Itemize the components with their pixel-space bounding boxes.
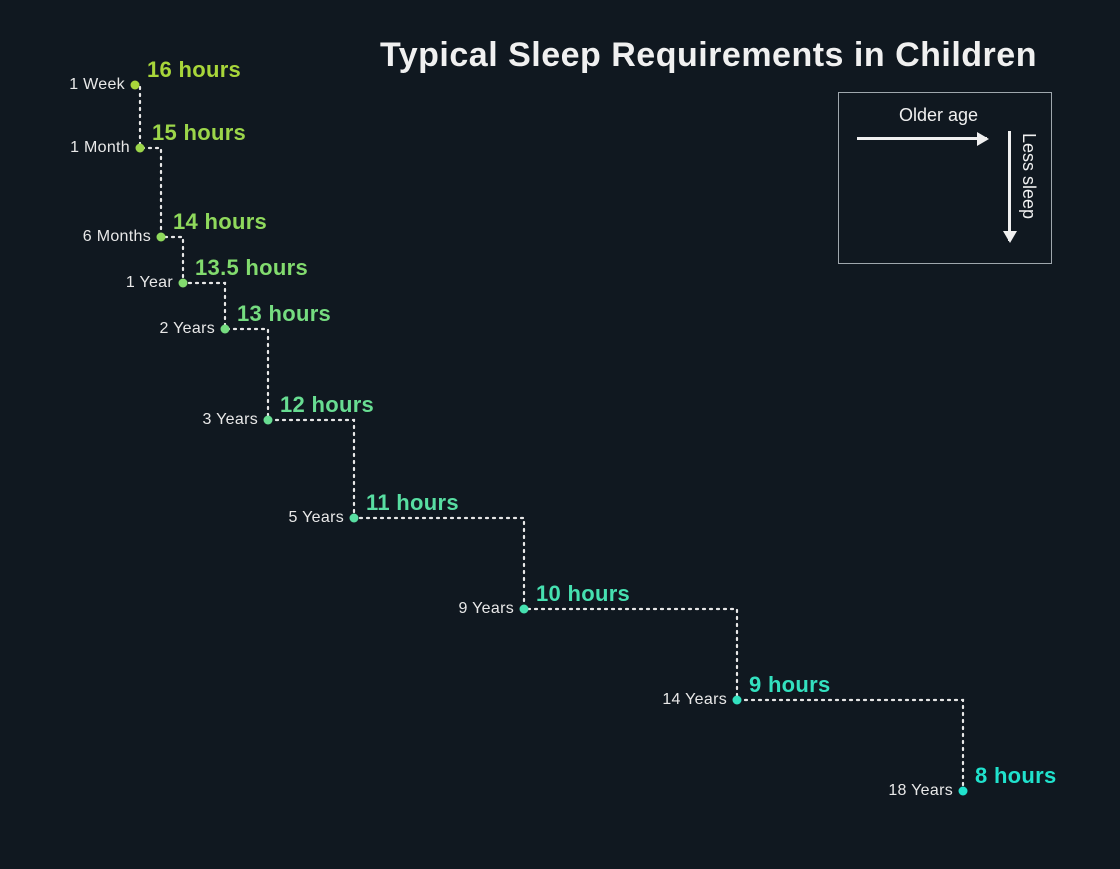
age-label: 2 Years (160, 320, 225, 338)
hours-label: 15 hours (152, 120, 246, 146)
hours-label: 13 hours (237, 301, 331, 327)
hours-label: 10 hours (536, 581, 630, 607)
hours-label: 9 hours (749, 672, 831, 698)
age-label: 1 Year (126, 274, 183, 292)
legend-older-age-label: Older age (899, 105, 978, 126)
hours-label: 12 hours (280, 392, 374, 418)
arrow-down-icon (1008, 131, 1011, 241)
age-label: 18 Years (888, 782, 963, 800)
hours-label: 11 hours (366, 490, 459, 516)
hours-label: 14 hours (173, 209, 267, 235)
hours-label: 16 hours (147, 57, 241, 83)
arrow-right-icon (857, 137, 987, 140)
age-label: 9 Years (459, 600, 524, 618)
chart-title: Typical Sleep Requirements in Children (380, 36, 1037, 75)
age-label: 3 Years (203, 411, 268, 429)
age-label: 6 Months (83, 228, 161, 246)
age-label: 5 Years (289, 509, 354, 527)
legend-less-sleep-label: Less sleep (1018, 133, 1039, 219)
age-label: 1 Week (69, 76, 135, 94)
legend-box: Older age Less sleep (838, 92, 1052, 264)
age-label: 14 Years (662, 691, 737, 709)
age-label: 1 Month (70, 139, 140, 157)
hours-label: 13.5 hours (195, 255, 308, 281)
hours-label: 8 hours (975, 763, 1057, 789)
